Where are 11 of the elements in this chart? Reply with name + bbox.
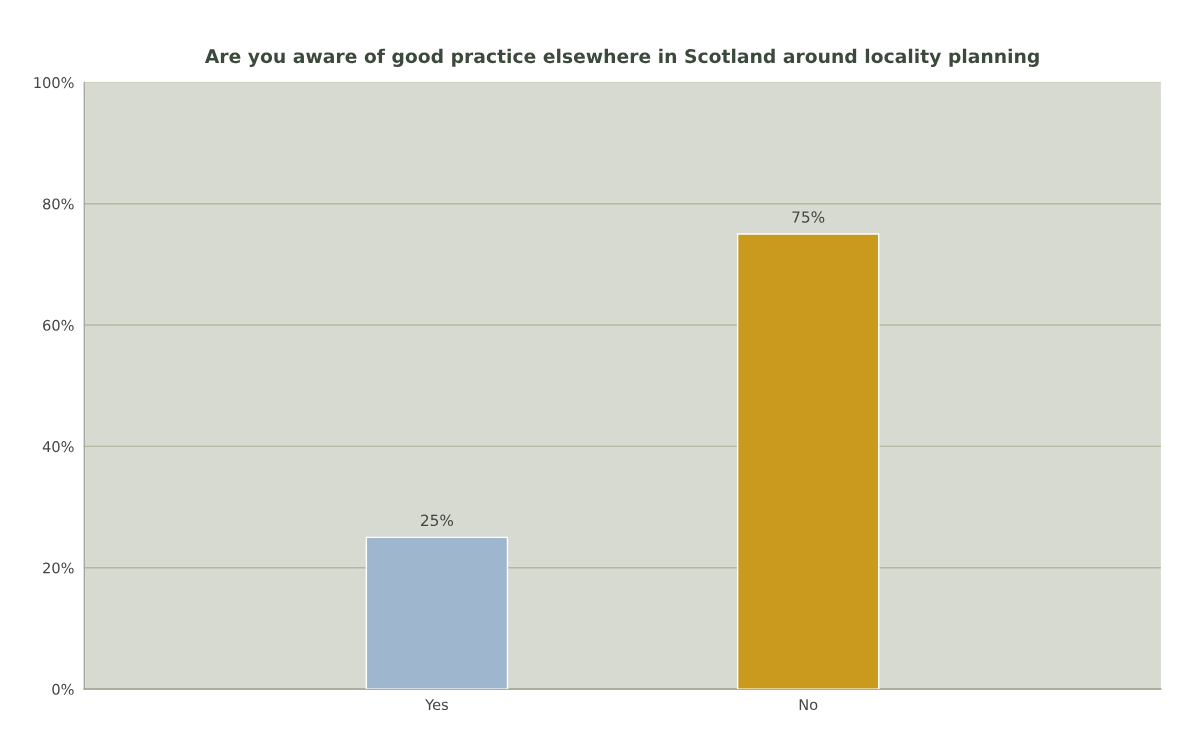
y-tick-label: 100% <box>34 77 74 89</box>
chart-title: Are you aware of good practice elsewhere in Scotland around locality planning <box>204 48 1039 67</box>
x-tick-label: No <box>799 699 818 711</box>
y-tick-label: 0% <box>52 683 74 695</box>
data-label: 25% <box>421 514 454 527</box>
y-tick-label: 80% <box>43 198 74 210</box>
y-tick-label: 60% <box>43 319 74 331</box>
data-label: 75% <box>792 211 825 223</box>
y-tick-label: 20% <box>43 562 74 574</box>
y-tick-label: 40% <box>42 441 74 453</box>
x-tick-label: Yes <box>425 699 448 711</box>
